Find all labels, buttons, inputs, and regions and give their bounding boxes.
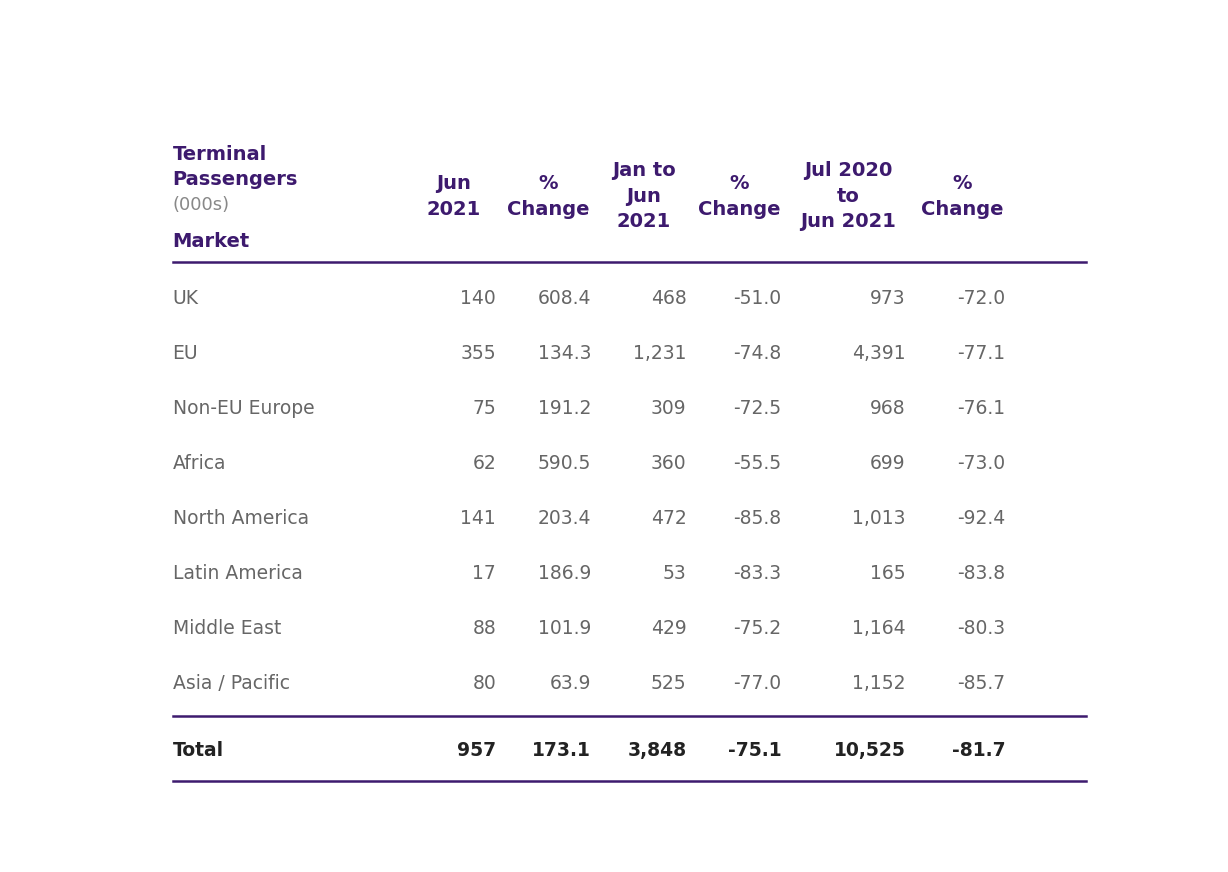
Text: 355: 355 xyxy=(460,344,496,363)
Text: EU: EU xyxy=(172,344,198,363)
Text: 203.4: 203.4 xyxy=(538,508,592,528)
Text: 140: 140 xyxy=(460,289,496,308)
Text: 63.9: 63.9 xyxy=(550,674,592,693)
Text: -92.4: -92.4 xyxy=(957,508,1006,528)
Text: Jan to: Jan to xyxy=(612,161,675,181)
Text: 17: 17 xyxy=(473,564,496,582)
Text: 141: 141 xyxy=(460,508,496,528)
Text: 101.9: 101.9 xyxy=(538,619,592,637)
Text: 968: 968 xyxy=(869,399,905,418)
Text: Jun 2021: Jun 2021 xyxy=(801,213,896,231)
Text: %: % xyxy=(729,174,749,193)
Text: -81.7: -81.7 xyxy=(952,741,1006,760)
Text: -83.3: -83.3 xyxy=(733,564,781,582)
Text: 75: 75 xyxy=(473,399,496,418)
Text: 3,848: 3,848 xyxy=(628,741,686,760)
Text: 10,525: 10,525 xyxy=(834,741,905,760)
Text: 173.1: 173.1 xyxy=(533,741,592,760)
Text: 429: 429 xyxy=(651,619,686,637)
Text: 1,152: 1,152 xyxy=(852,674,905,693)
Text: Change: Change xyxy=(698,200,780,219)
Text: -51.0: -51.0 xyxy=(733,289,781,308)
Text: to: to xyxy=(836,187,860,206)
Text: Non-EU Europe: Non-EU Europe xyxy=(172,399,314,418)
Text: 590.5: 590.5 xyxy=(538,453,592,473)
Text: 472: 472 xyxy=(651,508,686,528)
Text: Total: Total xyxy=(172,741,223,760)
Text: 699: 699 xyxy=(869,453,905,473)
Text: 608.4: 608.4 xyxy=(538,289,592,308)
Text: -77.0: -77.0 xyxy=(733,674,781,693)
Text: Jun: Jun xyxy=(436,174,470,193)
Text: Jun: Jun xyxy=(626,187,661,206)
Text: Market: Market xyxy=(172,232,249,251)
Text: 468: 468 xyxy=(651,289,686,308)
Text: 309: 309 xyxy=(651,399,686,418)
Text: 957: 957 xyxy=(457,741,496,760)
Text: Passengers: Passengers xyxy=(172,170,298,189)
Text: -83.8: -83.8 xyxy=(957,564,1006,582)
Text: -85.7: -85.7 xyxy=(957,674,1006,693)
Text: 360: 360 xyxy=(651,453,686,473)
Text: 165: 165 xyxy=(869,564,905,582)
Text: -72.5: -72.5 xyxy=(733,399,781,418)
Text: 1,231: 1,231 xyxy=(632,344,686,363)
Text: 80: 80 xyxy=(473,674,496,693)
Text: 2021: 2021 xyxy=(616,213,670,231)
Text: 973: 973 xyxy=(869,289,905,308)
Text: -77.1: -77.1 xyxy=(957,344,1006,363)
Text: 4,391: 4,391 xyxy=(852,344,905,363)
Text: -73.0: -73.0 xyxy=(957,453,1006,473)
Text: 88: 88 xyxy=(473,619,496,637)
Text: UK: UK xyxy=(172,289,199,308)
Text: 53: 53 xyxy=(663,564,686,582)
Text: Change: Change xyxy=(507,200,589,219)
Text: Latin America: Latin America xyxy=(172,564,302,582)
Text: -74.8: -74.8 xyxy=(733,344,781,363)
Text: Asia / Pacific: Asia / Pacific xyxy=(172,674,290,693)
Text: %: % xyxy=(953,174,973,193)
Text: 1,013: 1,013 xyxy=(852,508,905,528)
Text: -75.2: -75.2 xyxy=(733,619,781,637)
Text: (000s): (000s) xyxy=(172,196,230,214)
Text: North America: North America xyxy=(172,508,308,528)
Text: Middle East: Middle East xyxy=(172,619,281,637)
Text: 134.3: 134.3 xyxy=(538,344,592,363)
Text: -72.0: -72.0 xyxy=(957,289,1006,308)
Text: 1,164: 1,164 xyxy=(852,619,905,637)
Text: -55.5: -55.5 xyxy=(733,453,781,473)
Text: -76.1: -76.1 xyxy=(957,399,1006,418)
Text: 62: 62 xyxy=(473,453,496,473)
Text: %: % xyxy=(539,174,559,193)
Text: Jul 2020: Jul 2020 xyxy=(804,161,893,181)
Text: -80.3: -80.3 xyxy=(957,619,1006,637)
Text: Africa: Africa xyxy=(172,453,226,473)
Text: 2021: 2021 xyxy=(426,200,480,219)
Text: -75.1: -75.1 xyxy=(728,741,781,760)
Text: 525: 525 xyxy=(651,674,686,693)
Text: 191.2: 191.2 xyxy=(538,399,592,418)
Text: Change: Change xyxy=(921,200,1003,219)
Text: Terminal: Terminal xyxy=(172,145,266,164)
Text: -85.8: -85.8 xyxy=(733,508,781,528)
Text: 186.9: 186.9 xyxy=(538,564,592,582)
